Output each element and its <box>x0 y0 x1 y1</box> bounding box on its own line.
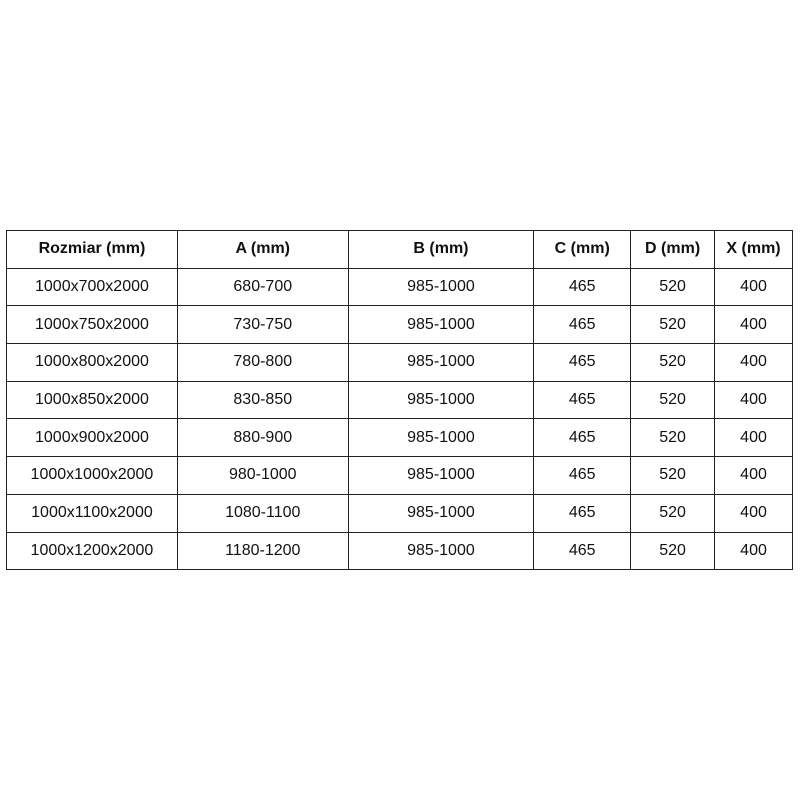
table-cell: 1180-1200 <box>176 531 349 571</box>
table-row: 1000x1200x2000 1180-1200 985-1000 465 520 400 <box>6 531 793 571</box>
table-cell: 465 <box>533 267 632 307</box>
table-cell: 400 <box>714 418 793 458</box>
table-cell: 985-1000 <box>347 267 535 307</box>
table-cell: 1000x750x2000 <box>6 305 178 345</box>
table-row: 1000x750x2000 730-750 985-1000 465 520 400 <box>6 305 793 345</box>
table-cell: 400 <box>714 305 793 345</box>
dimensions-table: Rozmiar (mm) A (mm) B (mm) C (mm) D (mm) X (m… <box>6 230 793 571</box>
table-cell: 520 <box>630 531 716 571</box>
table-cell: 400 <box>714 267 793 307</box>
table-cell: 400 <box>714 380 793 420</box>
column-header: X (mm) <box>714 230 793 269</box>
table-row: 1000x800x2000 780-800 985-1000 465 520 400 <box>6 343 793 382</box>
table-row: 1000x1000x2000 980-1000 985-1000 465 520 400 <box>6 456 793 495</box>
table-cell: 400 <box>714 343 793 382</box>
table-cell: 1000x850x2000 <box>6 380 178 420</box>
table-row: 1000x850x2000 830-850 985-1000 465 520 400 <box>6 380 793 420</box>
header-row: Rozmiar (mm) A (mm) B (mm) C (mm) D (mm) X (m… <box>6 230 793 269</box>
column-header: D (mm) <box>630 230 716 269</box>
table-cell: 830-850 <box>176 380 349 420</box>
table-cell: 465 <box>533 531 632 571</box>
table-row: 1000x700x2000 680-700 985-1000 465 520 400 <box>6 267 793 307</box>
table-cell: 520 <box>630 456 716 495</box>
table-cell: 520 <box>630 380 716 420</box>
table-cell: 980-1000 <box>176 456 349 495</box>
table-cell: 465 <box>533 343 632 382</box>
table-cell: 520 <box>630 267 716 307</box>
table-cell: 880-900 <box>176 418 349 458</box>
table-cell: 520 <box>630 305 716 345</box>
table-cell: 465 <box>533 380 632 420</box>
column-header: B (mm) <box>347 230 535 269</box>
table-cell: 780-800 <box>176 343 349 382</box>
table-cell: 985-1000 <box>347 456 535 495</box>
table-cell: 520 <box>630 343 716 382</box>
table-cell: 520 <box>630 418 716 458</box>
table-cell: 465 <box>533 493 632 533</box>
table-cell: 520 <box>630 493 716 533</box>
table-cell: 400 <box>714 456 793 495</box>
table-cell: 985-1000 <box>347 531 535 571</box>
table-cell: 985-1000 <box>347 305 535 345</box>
table-row: 1000x1100x2000 1080-1100 985-1000 465 520 400 <box>6 493 793 533</box>
column-header: C (mm) <box>533 230 632 269</box>
column-header: A (mm) <box>176 230 349 269</box>
table-cell: 985-1000 <box>347 493 535 533</box>
table-cell: 465 <box>533 456 632 495</box>
table-cell: 985-1000 <box>347 418 535 458</box>
table-cell: 985-1000 <box>347 343 535 382</box>
table-cell: 680-700 <box>176 267 349 307</box>
table-row: 1000x900x2000 880-900 985-1000 465 520 400 <box>6 418 793 458</box>
table-cell: 400 <box>714 493 793 533</box>
table-cell: 1000x1000x2000 <box>6 456 178 495</box>
table-cell: 985-1000 <box>347 380 535 420</box>
column-header: Rozmiar (mm) <box>6 230 178 269</box>
table-cell: 1000x900x2000 <box>6 418 178 458</box>
table-cell: 1000x700x2000 <box>6 267 178 307</box>
table-cell: 1000x800x2000 <box>6 343 178 382</box>
table-cell: 465 <box>533 305 632 345</box>
table-cell: 1000x1200x2000 <box>6 531 178 571</box>
table-cell: 1000x1100x2000 <box>6 493 178 533</box>
table-cell: 400 <box>714 531 793 571</box>
table-cell: 1080-1100 <box>176 493 349 533</box>
table-cell: 730-750 <box>176 305 349 345</box>
table-cell: 465 <box>533 418 632 458</box>
